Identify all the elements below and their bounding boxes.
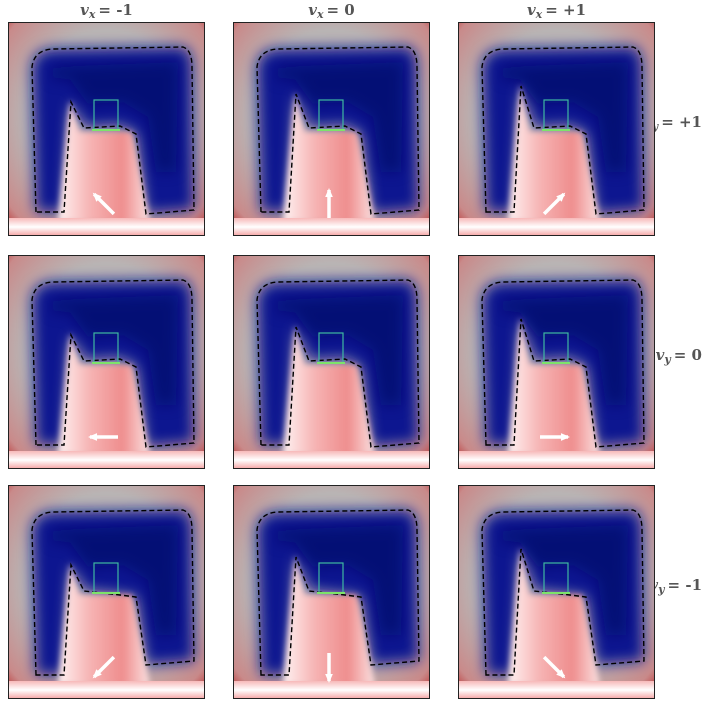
heatmap-panel (233, 485, 430, 699)
arrow-head (92, 669, 102, 679)
floor (458, 218, 655, 236)
high-region (508, 317, 600, 455)
axis-label: vy = 0 (656, 346, 702, 366)
high-region (283, 555, 375, 685)
panel-content (458, 255, 655, 469)
contour (481, 46, 645, 215)
label-sub: y (657, 583, 666, 596)
floor (8, 451, 205, 469)
low-core (53, 295, 178, 405)
axis-label: vx = +1 (527, 1, 586, 21)
panel-content (233, 22, 430, 236)
label-sub: y (651, 120, 660, 133)
floor (233, 451, 430, 469)
panel-frame (8, 485, 205, 699)
heatmap-panel (458, 255, 655, 469)
panel-frame (233, 485, 430, 699)
arrow-head (556, 192, 566, 202)
axis-label: vx = -1 (80, 1, 133, 21)
label-sub: x (88, 8, 96, 21)
panel-frame (233, 22, 430, 236)
label-var: v (527, 1, 536, 19)
label-var: v (308, 1, 317, 19)
floor (233, 218, 430, 236)
panel-content (8, 22, 205, 236)
high-region (58, 100, 150, 222)
heatmap-panel (8, 485, 205, 699)
floor (233, 681, 430, 699)
heatmap-panel (458, 22, 655, 236)
panel-content (8, 485, 205, 699)
contour (31, 46, 195, 215)
floor (8, 681, 205, 699)
label-sub: x (535, 8, 543, 21)
low-core (503, 525, 628, 635)
low-core (53, 62, 178, 172)
contour (31, 279, 195, 448)
high-region (58, 333, 150, 455)
floor (8, 218, 205, 236)
floor (458, 681, 655, 699)
panel-frame (8, 255, 205, 469)
panel-frame (458, 485, 655, 699)
low-core (278, 525, 403, 635)
contour (31, 509, 195, 676)
arrow-head (556, 669, 566, 679)
heatmap-panel (458, 485, 655, 699)
low-core (278, 295, 403, 405)
heatmap-panel (8, 22, 205, 236)
contour (256, 279, 420, 448)
heatmap-panel (233, 255, 430, 469)
contour (256, 509, 420, 676)
arrow-head (88, 433, 98, 441)
contour (481, 509, 645, 676)
low-core (503, 62, 628, 172)
low-core (53, 525, 178, 635)
axis-label: vx = 0 (308, 1, 355, 21)
panel-content (233, 485, 430, 699)
arrow-head (92, 192, 102, 202)
panel-frame (458, 255, 655, 469)
label-rhs: = +1 (661, 113, 702, 131)
label-var: v (656, 346, 665, 364)
high-region (508, 547, 600, 685)
panel-content (458, 22, 655, 236)
label-sub: y (663, 353, 672, 366)
label-rhs: = +1 (545, 1, 586, 19)
low-core (503, 295, 628, 405)
panel-content (458, 485, 655, 699)
panel-frame (8, 22, 205, 236)
label-rhs: = 0 (327, 1, 355, 19)
floor (458, 451, 655, 469)
panel-frame (233, 255, 430, 469)
heatmap-panel (8, 255, 205, 469)
arrow-head (560, 433, 570, 441)
label-rhs: = -1 (98, 1, 132, 19)
label-rhs: = 0 (674, 346, 702, 364)
label-sub: x (316, 8, 324, 21)
contour (256, 46, 420, 215)
panel-content (8, 255, 205, 469)
label-rhs: = -1 (668, 576, 702, 594)
panel-content (233, 255, 430, 469)
high-region (58, 563, 150, 685)
low-core (278, 62, 403, 172)
heatmap-panel (233, 22, 430, 236)
label-var: v (80, 1, 89, 19)
panel-frame (458, 22, 655, 236)
arrow-head (325, 673, 333, 683)
high-region (283, 325, 375, 455)
high-region (283, 92, 375, 222)
axis-label: vy= -1 (649, 576, 702, 596)
contour (481, 279, 645, 448)
arrow-head (325, 188, 333, 198)
high-region (508, 84, 600, 222)
